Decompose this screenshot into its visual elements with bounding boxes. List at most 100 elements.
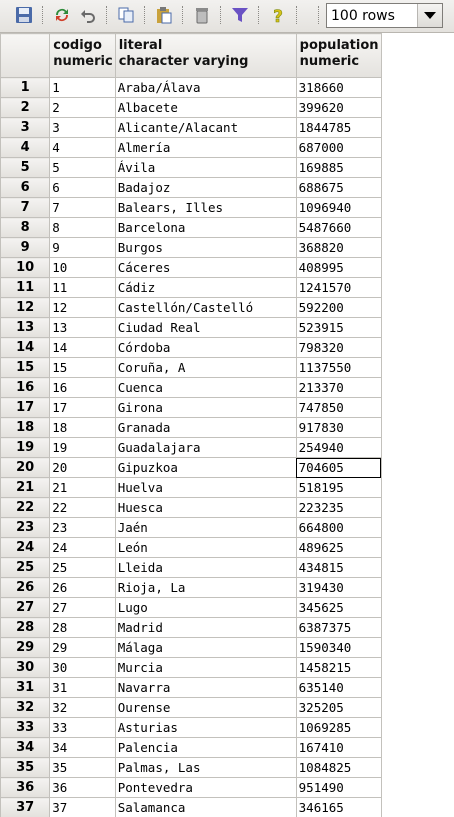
cell-codigo[interactable]: 18 bbox=[49, 417, 116, 438]
corner-header[interactable] bbox=[0, 33, 51, 78]
cell-codigo[interactable]: 1 bbox=[49, 77, 116, 98]
cell-codigo[interactable]: 31 bbox=[49, 677, 116, 698]
column-header-codigo[interactable]: codigo numeric bbox=[49, 33, 116, 78]
table-row[interactable]: 25 25 Lleida 434815 bbox=[0, 557, 454, 578]
row-number[interactable]: 34 bbox=[0, 737, 51, 758]
cell-population[interactable]: 1096940 bbox=[295, 197, 382, 218]
cell-literal[interactable]: Burgos bbox=[114, 237, 297, 258]
cell-population[interactable]: 408995 bbox=[295, 257, 382, 278]
cell-codigo[interactable]: 25 bbox=[49, 557, 116, 578]
row-number[interactable]: 20 bbox=[0, 457, 51, 478]
cell-population[interactable]: 318660 bbox=[295, 77, 382, 98]
copy-icon[interactable] bbox=[116, 5, 136, 25]
cell-population[interactable]: 747850 bbox=[295, 397, 382, 418]
row-number[interactable]: 2 bbox=[0, 97, 51, 118]
row-number[interactable]: 3 bbox=[0, 117, 51, 138]
cell-population[interactable]: 167410 bbox=[295, 737, 382, 758]
column-header-population[interactable]: population numeric bbox=[295, 33, 382, 78]
cell-literal[interactable]: Ávila bbox=[114, 157, 297, 178]
cell-literal[interactable]: Salamanca bbox=[114, 797, 297, 817]
help-icon[interactable]: ? bbox=[268, 5, 288, 25]
row-number[interactable]: 37 bbox=[0, 797, 51, 817]
cell-literal[interactable]: Pontevedra bbox=[114, 777, 297, 798]
cell-population[interactable]: 1084825 bbox=[295, 757, 382, 778]
table-row[interactable]: 1 1 Araba/Álava 318660 bbox=[0, 77, 454, 98]
cell-population[interactable]: 1590340 bbox=[295, 637, 382, 658]
cell-population[interactable]: 917830 bbox=[295, 417, 382, 438]
cell-population[interactable]: 1844785 bbox=[295, 117, 382, 138]
table-row[interactable]: 36 36 Pontevedra 951490 bbox=[0, 777, 454, 798]
row-number[interactable]: 17 bbox=[0, 397, 51, 418]
cell-population[interactable]: 399620 bbox=[295, 97, 382, 118]
table-row[interactable]: 30 30 Murcia 1458215 bbox=[0, 657, 454, 678]
cell-literal[interactable]: Ourense bbox=[114, 697, 297, 718]
row-number[interactable]: 36 bbox=[0, 777, 51, 798]
row-number[interactable]: 32 bbox=[0, 697, 51, 718]
cell-codigo[interactable]: 22 bbox=[49, 497, 116, 518]
cell-literal[interactable]: Coruña, A bbox=[114, 357, 297, 378]
cell-codigo[interactable]: 36 bbox=[49, 777, 116, 798]
table-row[interactable]: 13 13 Ciudad Real 523915 bbox=[0, 317, 454, 338]
cell-population[interactable]: 1137550 bbox=[295, 357, 382, 378]
cell-literal[interactable]: Balears, Illes bbox=[114, 197, 297, 218]
row-number[interactable]: 21 bbox=[0, 477, 51, 498]
dropdown-button[interactable] bbox=[417, 4, 442, 27]
cell-codigo[interactable]: 35 bbox=[49, 757, 116, 778]
row-number[interactable]: 35 bbox=[0, 757, 51, 778]
row-number[interactable]: 23 bbox=[0, 517, 51, 538]
row-number[interactable]: 9 bbox=[0, 237, 51, 258]
row-number[interactable]: 24 bbox=[0, 537, 51, 558]
cell-population[interactable]: 1458215 bbox=[295, 657, 382, 678]
table-row[interactable]: 33 33 Asturias 1069285 bbox=[0, 717, 454, 738]
cell-codigo[interactable]: 8 bbox=[49, 217, 116, 238]
cell-literal[interactable]: Barcelona bbox=[114, 217, 297, 238]
cell-population[interactable]: 6387375 bbox=[295, 617, 382, 638]
table-row[interactable]: 22 22 Huesca 223235 bbox=[0, 497, 454, 518]
cell-population[interactable]: 688675 bbox=[295, 177, 382, 198]
cell-codigo[interactable]: 28 bbox=[49, 617, 116, 638]
table-row[interactable]: 17 17 Girona 747850 bbox=[0, 397, 454, 418]
table-row[interactable]: 5 5 Ávila 169885 bbox=[0, 157, 454, 178]
row-number[interactable]: 7 bbox=[0, 197, 51, 218]
row-number[interactable]: 14 bbox=[0, 337, 51, 358]
cell-population[interactable]: 1241570 bbox=[295, 277, 382, 298]
column-header-literal[interactable]: literal character varying bbox=[114, 33, 297, 78]
cell-codigo[interactable]: 16 bbox=[49, 377, 116, 398]
row-number[interactable]: 18 bbox=[0, 417, 51, 438]
cell-literal[interactable]: Rioja, La bbox=[114, 577, 297, 598]
cell-codigo[interactable]: 19 bbox=[49, 437, 116, 458]
cell-population[interactable]: 1069285 bbox=[295, 717, 382, 738]
table-row[interactable]: 18 18 Granada 917830 bbox=[0, 417, 454, 438]
cell-population[interactable]: 523915 bbox=[295, 317, 382, 338]
cell-codigo[interactable]: 10 bbox=[49, 257, 116, 278]
cell-codigo[interactable]: 9 bbox=[49, 237, 116, 258]
cell-literal[interactable]: Madrid bbox=[114, 617, 297, 638]
cell-codigo[interactable]: 13 bbox=[49, 317, 116, 338]
table-row[interactable]: 6 6 Badajoz 688675 bbox=[0, 177, 454, 198]
cell-codigo[interactable]: 29 bbox=[49, 637, 116, 658]
delete-icon[interactable] bbox=[192, 5, 212, 25]
cell-codigo[interactable]: 21 bbox=[49, 477, 116, 498]
cell-codigo[interactable]: 17 bbox=[49, 397, 116, 418]
table-row[interactable]: 12 12 Castellón/Castelló 592200 bbox=[0, 297, 454, 318]
cell-population[interactable]: 345625 bbox=[295, 597, 382, 618]
cell-population[interactable]: 687000 bbox=[295, 137, 382, 158]
cell-literal[interactable]: Asturias bbox=[114, 717, 297, 738]
table-row[interactable]: 15 15 Coruña, A 1137550 bbox=[0, 357, 454, 378]
cell-literal[interactable]: Lleida bbox=[114, 557, 297, 578]
table-row[interactable]: 24 24 León 489625 bbox=[0, 537, 454, 558]
cell-literal[interactable]: Cádiz bbox=[114, 277, 297, 298]
table-row[interactable]: 14 14 Córdoba 798320 bbox=[0, 337, 454, 358]
cell-literal[interactable]: Badajoz bbox=[114, 177, 297, 198]
cell-population[interactable]: 592200 bbox=[295, 297, 382, 318]
table-row[interactable]: 21 21 Huelva 518195 bbox=[0, 477, 454, 498]
cell-codigo[interactable]: 6 bbox=[49, 177, 116, 198]
row-number[interactable]: 12 bbox=[0, 297, 51, 318]
cell-codigo[interactable]: 20 bbox=[49, 457, 116, 478]
row-number[interactable]: 10 bbox=[0, 257, 51, 278]
table-row[interactable]: 10 10 Cáceres 408995 bbox=[0, 257, 454, 278]
row-number[interactable]: 4 bbox=[0, 137, 51, 158]
table-row[interactable]: 34 34 Palencia 167410 bbox=[0, 737, 454, 758]
undo-icon[interactable] bbox=[78, 5, 98, 25]
cell-literal[interactable]: León bbox=[114, 537, 297, 558]
